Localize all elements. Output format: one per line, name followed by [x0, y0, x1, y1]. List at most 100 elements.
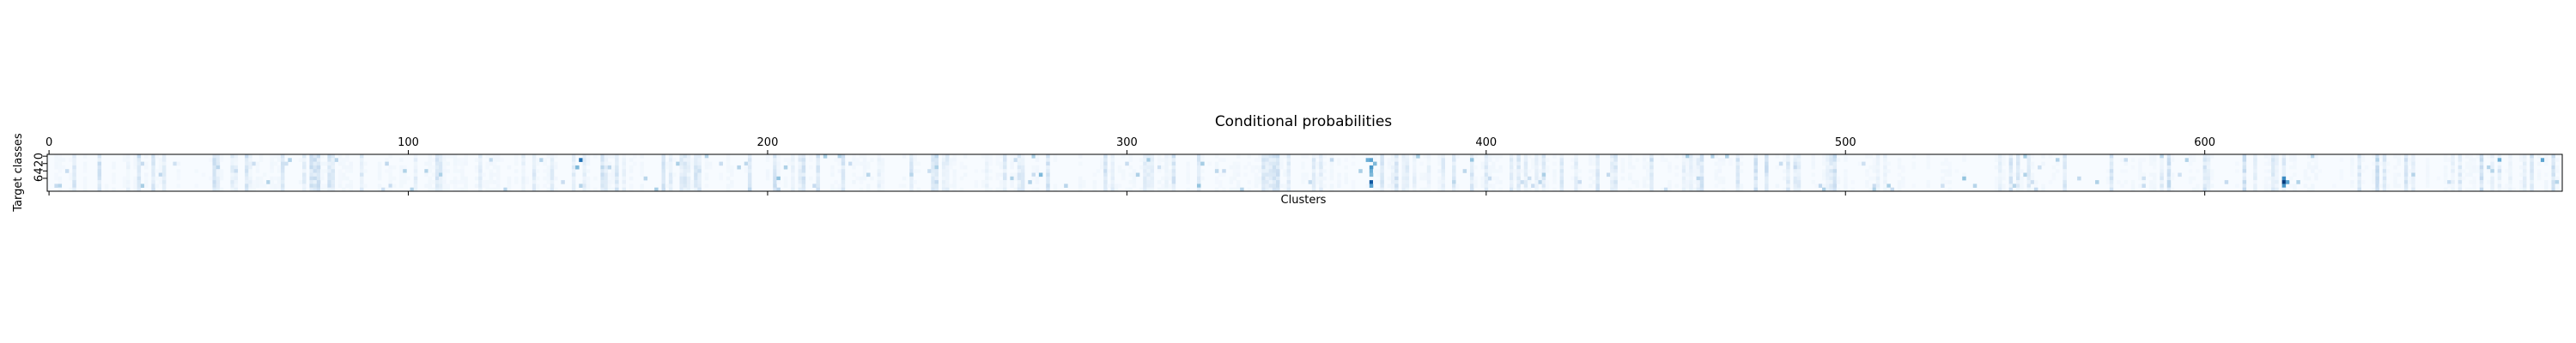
heatmap-cell	[1826, 180, 1830, 184]
heatmap-cell	[1538, 176, 1542, 181]
heatmap-cell	[1753, 169, 1759, 173]
heatmap-cell	[880, 165, 885, 170]
y-tick-label: 6	[33, 175, 46, 182]
heatmap-cell	[2461, 169, 2466, 173]
heatmap-cell	[2544, 161, 2549, 166]
heatmap-cell	[902, 184, 907, 188]
heatmap-cell	[1681, 165, 1686, 170]
heatmap-cell	[1613, 180, 1618, 184]
heatmap-cell	[2206, 154, 2211, 159]
heatmap-cell	[708, 165, 713, 170]
heatmap-cell	[2178, 172, 2182, 178]
heatmap-cell	[2403, 176, 2409, 181]
heatmap-cell	[1811, 158, 1815, 162]
heatmap-cell	[1534, 172, 1539, 178]
heatmap-cell	[133, 158, 137, 162]
heatmap-cell	[1699, 172, 1704, 178]
heatmap-cell	[1329, 172, 1334, 178]
heatmap-cell	[931, 154, 935, 159]
heatmap-cell	[747, 158, 752, 162]
heatmap-cell	[72, 187, 76, 192]
heatmap-cell	[640, 154, 644, 159]
heatmap-cell	[2522, 161, 2527, 166]
heatmap-cell	[1897, 172, 1902, 178]
heatmap-cell	[2008, 184, 2014, 188]
heatmap-cell	[320, 169, 325, 173]
heatmap-cell	[1311, 158, 1316, 162]
heatmap-cell	[1998, 169, 2002, 173]
heatmap-cell	[622, 154, 626, 159]
heatmap-cell	[2314, 158, 2318, 162]
heatmap-cell	[985, 154, 989, 159]
heatmap-cell	[2476, 165, 2481, 170]
x-axis-ticks: 0 100 200 300 400 500 600	[46, 136, 2215, 196]
heatmap-cell	[931, 165, 935, 170]
heatmap-cell	[1164, 169, 1169, 173]
heatmap-cell	[988, 169, 993, 173]
heatmap-cell	[1437, 187, 1442, 192]
heatmap-cell	[219, 169, 224, 173]
heatmap-cell	[909, 158, 914, 162]
heatmap-cell	[1304, 154, 1309, 159]
heatmap-cell	[1735, 158, 1741, 162]
heatmap-cell	[137, 187, 142, 192]
heatmap-cell	[640, 169, 644, 173]
x-tick-label: 300	[1116, 136, 1138, 149]
heatmap-cell	[1103, 169, 1108, 173]
heatmap-cell	[1714, 172, 1718, 178]
heatmap-cell	[331, 180, 336, 184]
heatmap-cell	[1829, 154, 1833, 159]
heatmap-cell	[316, 161, 321, 166]
heatmap-cell	[1337, 184, 1341, 188]
heatmap-cell	[248, 169, 252, 173]
heatmap-cell	[313, 158, 318, 162]
heatmap-cell	[2408, 158, 2412, 162]
heatmap-cell	[1994, 165, 1999, 170]
heatmap-cell	[478, 176, 483, 181]
heatmap-cell	[1487, 165, 1492, 170]
heatmap-cell	[255, 184, 260, 188]
heatmap-cell	[245, 154, 249, 159]
heatmap-cell	[1589, 158, 1593, 162]
heatmap-cell	[561, 180, 565, 184]
heatmap-cell	[1010, 184, 1014, 188]
heatmap-cell	[1681, 172, 1686, 178]
heatmap-cell	[1696, 184, 1701, 188]
heatmap-cell	[776, 180, 781, 184]
heatmap-cell	[1531, 161, 1535, 166]
heatmap-cell	[1714, 154, 1718, 159]
heatmap-cell	[1373, 158, 1377, 162]
heatmap-cell	[255, 169, 260, 173]
heatmap-cell	[1078, 180, 1083, 184]
heatmap-cell	[1426, 158, 1431, 162]
heatmap-cell	[679, 154, 683, 159]
heatmap-cell	[1628, 176, 1632, 181]
heatmap-cell	[2551, 180, 2555, 184]
heatmap-cell	[155, 176, 160, 181]
heatmap-cell	[1577, 169, 1582, 173]
heatmap-cell	[1200, 161, 1205, 166]
heatmap-cell	[801, 176, 806, 181]
heatmap-cell	[82, 169, 88, 173]
heatmap-cell	[2465, 154, 2470, 159]
heatmap-cell	[859, 161, 864, 166]
heatmap-cell	[1646, 169, 1650, 173]
heatmap-cell	[1311, 161, 1316, 166]
heatmap-cell	[1473, 154, 1478, 159]
heatmap-cell	[1875, 184, 1880, 188]
heatmap-cell	[773, 184, 777, 188]
heatmap-cell	[571, 176, 576, 181]
heatmap-cell	[1110, 158, 1115, 162]
heatmap-cell	[1962, 176, 1966, 181]
heatmap-cell	[449, 180, 454, 184]
heatmap-cell	[64, 169, 70, 173]
heatmap-cell	[1394, 154, 1399, 159]
heatmap-cell	[1276, 184, 1280, 188]
heatmap-cell	[546, 154, 551, 159]
heatmap-cell	[629, 165, 634, 170]
heatmap-cell	[1574, 158, 1578, 162]
heatmap-cell	[313, 187, 318, 192]
heatmap-cell	[1010, 154, 1014, 159]
heatmap-cell	[316, 154, 321, 159]
heatmap-cell	[2303, 176, 2308, 181]
